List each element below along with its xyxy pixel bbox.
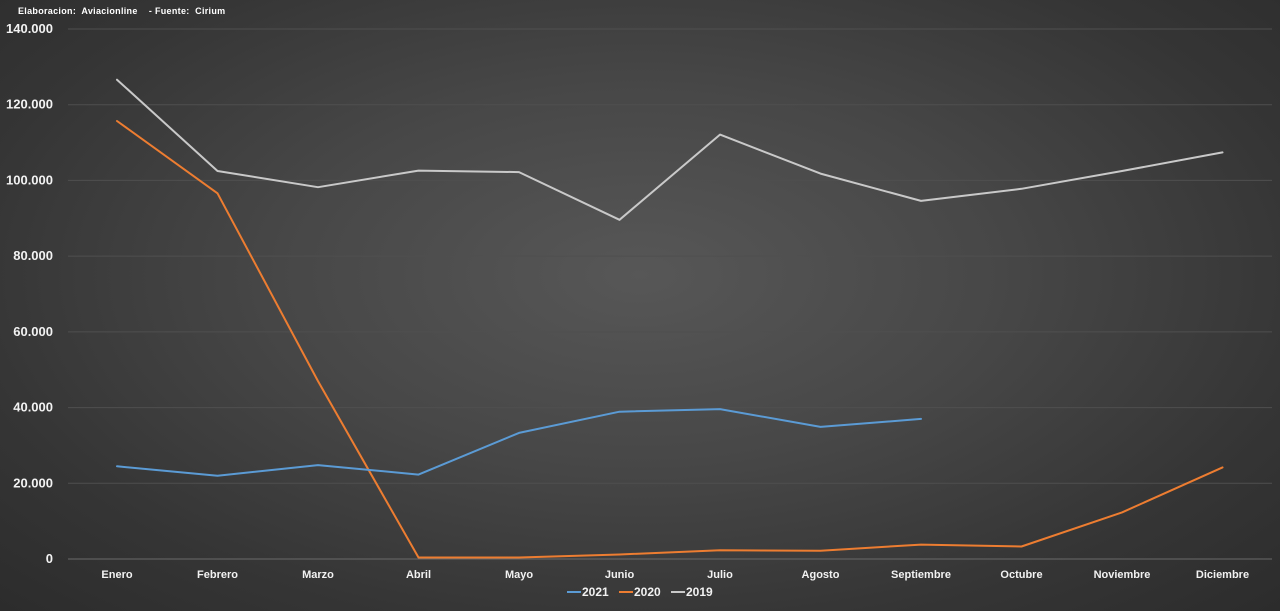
chart-credits: Elaboracion: Aviacionline - Fuente: Ciri… [18, 6, 226, 16]
y-tick-label: 140.000 [6, 21, 53, 36]
x-tick-label: Septiembre [891, 569, 951, 581]
x-tick-label: Noviembre [1094, 569, 1151, 581]
series-line-2019 [116, 78, 1224, 221]
y-tick-label: 0 [46, 551, 53, 566]
legend-item-2019: 2019 [671, 585, 713, 599]
y-axis-ticks: 0 20.000 40.000 60.000 80.000 100.000 120.000 1… [6, 21, 53, 566]
y-tick-label: 40.000 [13, 400, 53, 415]
x-tick-label: Mayo [505, 569, 533, 581]
y-tick-label: 100.000 [6, 172, 53, 187]
legend-item-2021: 2021 [567, 585, 609, 599]
legend-item-2020: 2020 [619, 585, 661, 599]
y-tick-label: 80.000 [13, 248, 53, 263]
legend-label: 2020 [634, 585, 661, 599]
x-axis-ticks: Enero Febrero Marzo Abril Mayo Junio Julio Agos… [101, 569, 1249, 581]
x-tick-label: Julio [707, 569, 733, 581]
x-tick-label: Diciembre [1196, 569, 1249, 581]
x-tick-label: Agosto [802, 569, 840, 581]
x-tick-label: Enero [101, 569, 132, 581]
series-line-2020 [116, 120, 1224, 559]
x-tick-label: Junio [605, 569, 635, 581]
x-tick-label: Febrero [197, 569, 238, 581]
x-tick-label: Octubre [1000, 569, 1042, 581]
x-tick-label: Marzo [302, 569, 334, 581]
series-lines [116, 78, 1224, 559]
y-tick-label: 20.000 [13, 475, 53, 490]
series-line-2021 [116, 408, 922, 477]
y-tick-label: 120.000 [6, 97, 53, 112]
y-tick-label: 60.000 [13, 324, 53, 339]
legend: 2021 2020 2019 [567, 585, 713, 599]
legend-label: 2019 [686, 585, 713, 599]
legend-label: 2021 [582, 585, 609, 599]
x-tick-label: Abril [406, 569, 431, 581]
gridlines [68, 28, 1272, 560]
